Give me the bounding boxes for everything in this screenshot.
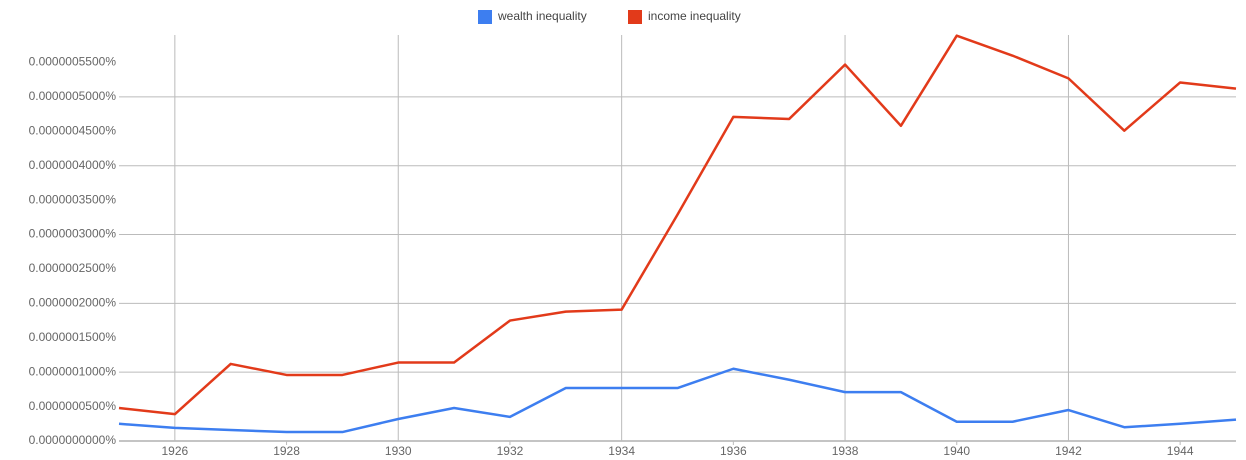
legend-label: wealth inequality [497,9,587,23]
x-tick-label: 1934 [608,444,635,458]
legend-label: income inequality [648,9,741,23]
y-tick-label: 0.0000001500% [29,330,117,344]
y-tick-label: 0.0000000500% [29,399,117,413]
legend-swatch [628,10,642,24]
y-tick-label: 0.0000003000% [29,227,117,241]
series-line [118,34,1237,416]
x-tick-label: 1932 [497,444,524,458]
y-tick-label: 0.0000000000% [29,433,117,447]
x-tick-label: 1928 [273,444,300,458]
x-tick-label: 1930 [385,444,412,458]
x-tick-label: 1940 [943,444,970,458]
x-tick-label: 1926 [161,444,188,458]
y-tick-label: 0.0000002500% [29,261,117,275]
y-tick-label: 0.0000005000% [29,89,117,103]
y-tick-label: 0.0000001000% [29,364,117,378]
x-tick-label: 1942 [1055,444,1082,458]
y-tick-label: 0.0000005500% [29,55,117,69]
x-tick-label: 1944 [1167,444,1194,458]
y-tick-label: 0.0000004500% [29,124,117,138]
legend-swatch [478,10,492,24]
x-tick-label: 1936 [720,444,747,458]
x-tick-label: 1938 [832,444,859,458]
y-tick-label: 0.0000003500% [29,192,117,206]
y-tick-label: 0.0000004000% [29,158,117,172]
series-line [118,367,1237,434]
y-tick-label: 0.0000002000% [29,296,117,310]
